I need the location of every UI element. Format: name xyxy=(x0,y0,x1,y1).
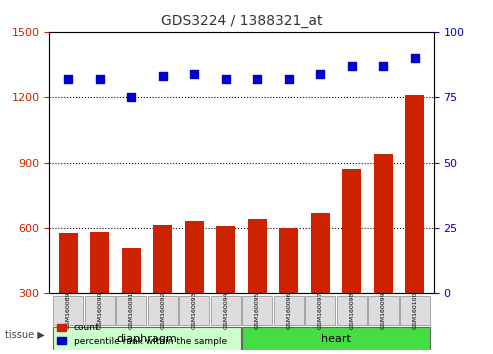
FancyBboxPatch shape xyxy=(53,327,241,352)
Point xyxy=(159,74,167,79)
Point xyxy=(127,95,135,100)
Text: GSM160093: GSM160093 xyxy=(192,292,197,329)
Text: GSM160090: GSM160090 xyxy=(97,292,102,329)
Bar xyxy=(248,219,267,354)
Text: GSM160096: GSM160096 xyxy=(286,292,291,329)
Text: tissue ▶: tissue ▶ xyxy=(5,330,45,339)
Text: GSM160094: GSM160094 xyxy=(223,292,228,329)
FancyBboxPatch shape xyxy=(368,296,398,325)
Text: GSM160091: GSM160091 xyxy=(129,292,134,329)
Bar xyxy=(405,95,424,354)
Bar xyxy=(280,228,298,354)
Text: GSM160092: GSM160092 xyxy=(160,292,165,329)
FancyBboxPatch shape xyxy=(147,296,178,325)
Bar xyxy=(185,222,204,354)
FancyBboxPatch shape xyxy=(179,296,210,325)
Text: GSM160099: GSM160099 xyxy=(381,292,386,329)
FancyBboxPatch shape xyxy=(400,296,430,325)
Text: GSM160097: GSM160097 xyxy=(318,292,323,329)
FancyBboxPatch shape xyxy=(211,296,241,325)
Text: GSM160095: GSM160095 xyxy=(255,292,260,329)
Bar xyxy=(343,169,361,354)
FancyBboxPatch shape xyxy=(305,296,336,325)
Bar xyxy=(374,154,393,354)
Bar xyxy=(311,213,330,354)
Text: diaphragm: diaphragm xyxy=(117,334,177,344)
Bar xyxy=(153,225,172,354)
Text: GDS3224 / 1388321_at: GDS3224 / 1388321_at xyxy=(161,14,322,28)
Text: GSM160100: GSM160100 xyxy=(413,292,418,329)
Text: heart: heart xyxy=(321,334,351,344)
Point xyxy=(317,71,324,76)
Point xyxy=(96,76,104,82)
Text: GSM160098: GSM160098 xyxy=(350,292,354,329)
Point xyxy=(222,76,230,82)
Point xyxy=(348,63,356,69)
Bar xyxy=(216,226,235,354)
Bar xyxy=(59,233,78,354)
Legend: count, percentile rank within the sample: count, percentile rank within the sample xyxy=(54,320,230,349)
FancyBboxPatch shape xyxy=(116,296,146,325)
Point xyxy=(64,76,72,82)
FancyBboxPatch shape xyxy=(337,296,367,325)
Point xyxy=(285,76,293,82)
Point xyxy=(411,55,419,61)
Point xyxy=(253,76,261,82)
FancyBboxPatch shape xyxy=(242,327,430,352)
FancyBboxPatch shape xyxy=(242,296,273,325)
Point xyxy=(380,63,387,69)
FancyBboxPatch shape xyxy=(53,296,83,325)
FancyBboxPatch shape xyxy=(274,296,304,325)
FancyBboxPatch shape xyxy=(85,296,115,325)
Bar xyxy=(90,232,109,354)
Point xyxy=(190,71,198,76)
Bar xyxy=(122,248,141,354)
Text: GSM160089: GSM160089 xyxy=(66,292,70,329)
